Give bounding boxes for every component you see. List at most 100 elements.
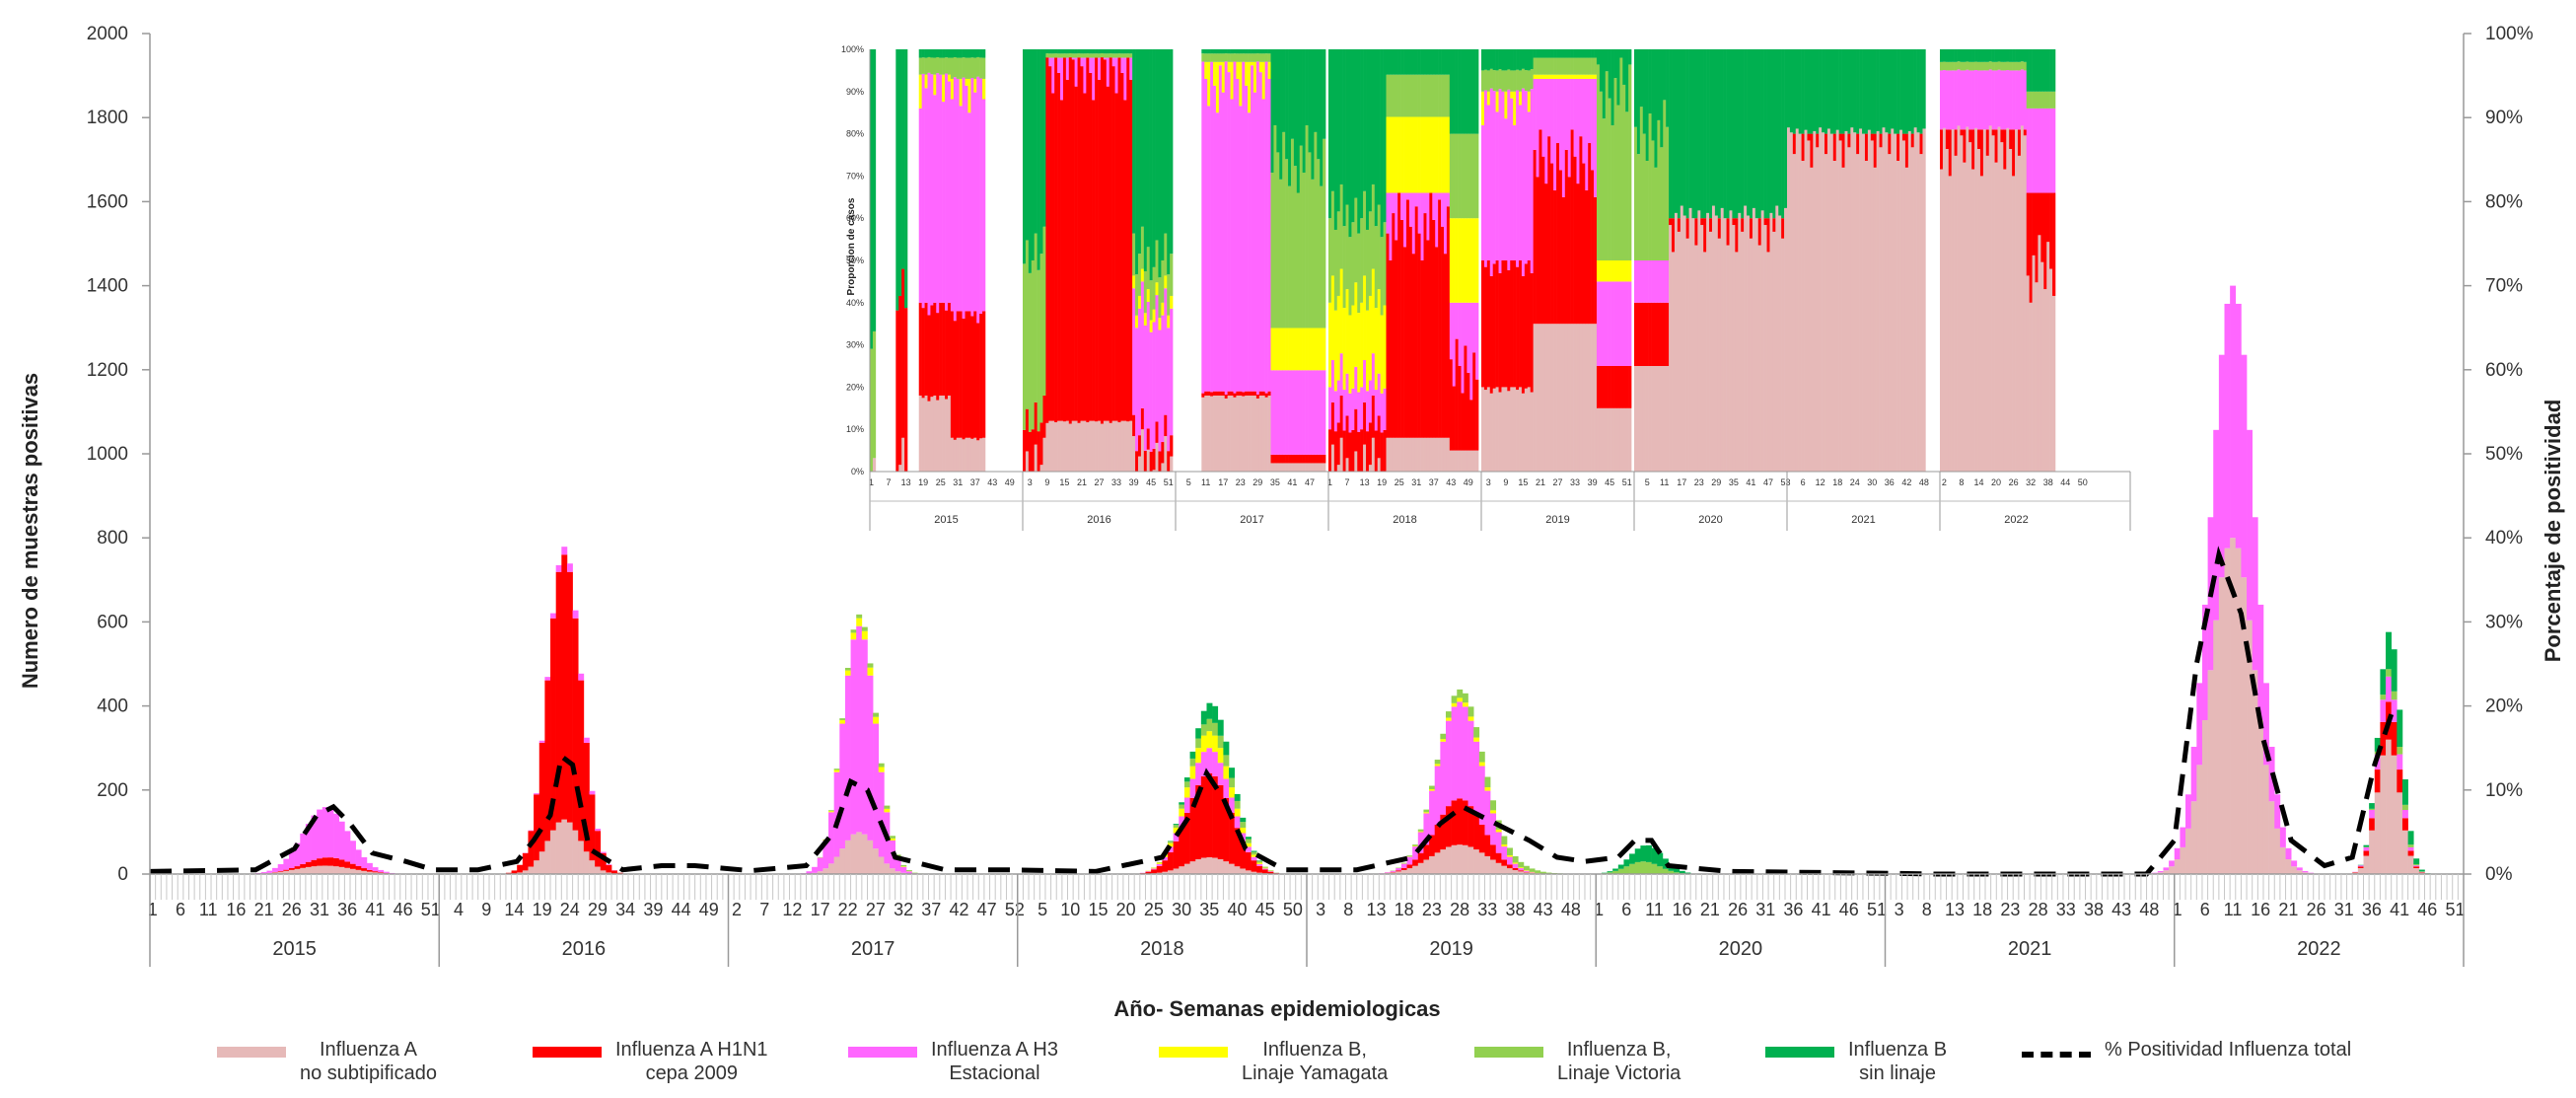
bar-segment	[2185, 828, 2191, 874]
inset-bar-segment	[1330, 402, 1335, 445]
inset-bar-segment	[2038, 49, 2041, 92]
inset-bar-segment	[918, 395, 922, 472]
inset-bar-segment	[1536, 324, 1539, 472]
bar-segment	[2413, 864, 2420, 866]
inset-bar-segment	[1977, 70, 1981, 130]
inset-bar-segment	[1224, 53, 1228, 62]
inset-bar-segment	[1311, 463, 1315, 472]
inset-bar-segment	[1960, 135, 1964, 472]
bar-segment	[288, 869, 295, 874]
bar-segment	[2374, 737, 2381, 752]
inset-week-tick-label: 26	[2009, 477, 2019, 487]
bar-segment	[338, 821, 345, 860]
inset-bar-segment	[1876, 49, 1880, 131]
inset-bar-segment	[1120, 72, 1124, 421]
inset-bar-segment	[2040, 108, 2044, 193]
bar-segment	[1183, 812, 1190, 864]
inset-bar-segment	[1371, 437, 1376, 472]
inset-bar-segment	[1985, 49, 1990, 62]
inset-bar-segment	[2046, 49, 2050, 92]
inset-bar-segment	[921, 308, 925, 399]
inset-bar-segment	[1146, 449, 1150, 472]
inset-bar-segment	[2017, 70, 2022, 130]
bar-segment	[350, 841, 356, 864]
bar-segment	[561, 547, 568, 555]
week-tick-label: 41	[1812, 900, 1831, 919]
inset-bar-segment	[1438, 49, 1442, 75]
inset-bar-segment	[1527, 260, 1532, 388]
bar-segment	[538, 740, 545, 743]
inset-bar-segment	[1723, 218, 1727, 472]
inset-bar-segment	[1062, 57, 1067, 422]
inset-bar-segment	[1248, 61, 1252, 113]
inset-bar-segment	[1224, 49, 1228, 54]
inset-bar-segment	[1558, 74, 1563, 79]
inset-bar-segment	[1333, 229, 1338, 311]
bar-segment	[828, 863, 834, 874]
inset-bar-segment	[1894, 133, 1897, 472]
inset-bar-segment	[1213, 85, 1217, 392]
inset-bar-segment	[1628, 407, 1632, 472]
inset-bar-segment	[1521, 393, 1526, 472]
bar-segment	[1423, 813, 1430, 845]
inset-year-label: 2016	[1087, 514, 1110, 526]
bar-segment	[389, 872, 395, 874]
inset-bar-segment	[1486, 70, 1491, 92]
bar-segment	[812, 866, 819, 873]
bar-segment	[1245, 837, 1252, 840]
inset-bar-segment	[1158, 451, 1162, 472]
inset-bar-segment	[1432, 49, 1436, 75]
week-tick-label: 25	[1144, 900, 1164, 919]
inset-bar-segment	[1080, 53, 1084, 58]
inset-bar-segment	[1149, 331, 1153, 452]
inset-bar-segment	[1968, 49, 1972, 62]
inset-bar-segment	[1305, 454, 1309, 464]
bar-segment	[905, 870, 912, 871]
inset-bar-segment	[1129, 57, 1133, 80]
bar-segment	[1245, 846, 1252, 852]
inset-bar-segment	[2006, 49, 2010, 62]
inset-week-tick-label: 17	[1218, 477, 1228, 487]
inset-bar-segment	[2020, 125, 2025, 472]
bar-segment	[1662, 858, 1669, 869]
inset-week-tick-label: 31	[1411, 477, 1421, 487]
inset-bar-segment	[1429, 437, 1433, 472]
inset-bar-segment	[1077, 57, 1081, 423]
inset-bar-segment	[1966, 69, 1969, 127]
inset-bar-segment	[2023, 135, 2028, 472]
inset-bar-segment	[936, 49, 940, 58]
inset-bar-segment	[1161, 463, 1165, 472]
inset-bar-segment	[1588, 49, 1592, 58]
inset-bar-segment	[1068, 49, 1073, 54]
bar-segment	[861, 626, 868, 631]
bar-segment	[2413, 868, 2420, 874]
inset-bar-segment	[1519, 387, 1523, 472]
bar-segment	[1179, 816, 1185, 829]
inset-bar-segment	[924, 302, 928, 396]
inset-bar-segment	[2049, 108, 2053, 193]
inset-bar-segment	[1744, 49, 1748, 206]
inset-bar-segment	[927, 49, 931, 57]
inset-bar-segment	[1386, 74, 1390, 117]
inset-bar-segment	[1423, 49, 1427, 75]
inset-bar-segment	[1625, 407, 1629, 472]
bar-segment	[300, 833, 307, 864]
inset-bar-segment	[1386, 192, 1390, 234]
inset-bar-segment	[1492, 91, 1496, 264]
bar-segment	[1261, 869, 1268, 874]
inset-bar-segment	[1083, 53, 1087, 58]
inset-bar-segment	[1288, 49, 1292, 186]
bar-segment	[1245, 842, 1252, 847]
inset-bar-segment	[1210, 53, 1214, 62]
inset-bar-segment	[1625, 366, 1629, 408]
inset-bar-segment	[1261, 395, 1265, 472]
inset-bar-segment	[924, 57, 928, 75]
bar-segment	[2185, 794, 2191, 829]
inset-bar-segment	[1417, 233, 1421, 438]
inset-bar-segment	[1351, 222, 1355, 306]
inset-bar-segment	[947, 302, 952, 396]
inset-bar-segment	[1106, 57, 1110, 87]
inset-bar-segment	[1960, 61, 1964, 71]
inset-bar-segment	[918, 108, 922, 303]
inset-bar-segment	[1807, 49, 1811, 134]
